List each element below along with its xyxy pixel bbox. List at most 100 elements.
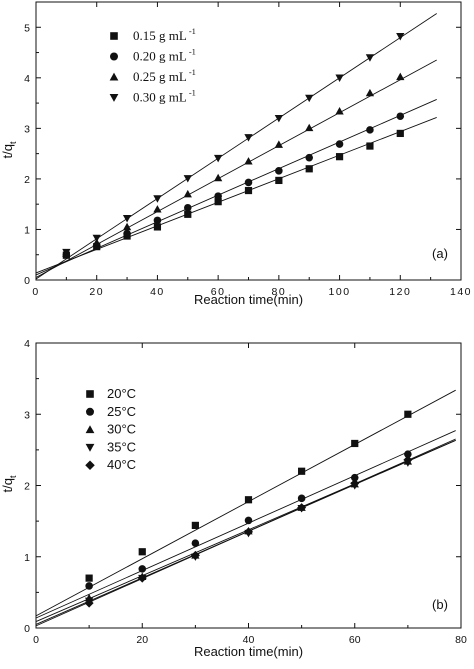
data-point-circle bbox=[244, 516, 253, 525]
panel-b: 0 20 40 60 80 0 1 2 3 4 Reaction time(min) t/qt (b) 2… bbox=[0, 338, 467, 659]
data-point-square bbox=[184, 210, 192, 218]
y-tick-label: 5 bbox=[24, 22, 30, 34]
data-point-triangle-down bbox=[396, 33, 405, 41]
data-point-square bbox=[214, 198, 222, 206]
legend-marker-triangle-up bbox=[85, 425, 95, 434]
y-axis-label: t/qt bbox=[0, 475, 18, 492]
data-point-circle bbox=[335, 140, 344, 148]
data-point-triangle-down bbox=[335, 74, 344, 82]
data-point-diamond bbox=[350, 478, 360, 488]
data-point-square bbox=[85, 574, 93, 582]
data-point-circle bbox=[404, 450, 412, 458]
x-axis-label: Reaction time(min) bbox=[194, 292, 303, 307]
legend-label: 40°C bbox=[107, 457, 136, 472]
legend-label: 25°C bbox=[107, 404, 136, 419]
data-point-diamond bbox=[137, 573, 147, 583]
legend-label: 20°C bbox=[107, 386, 136, 401]
data-point-square bbox=[275, 176, 283, 185]
y-tick-label: 4 bbox=[24, 338, 30, 350]
data-point-triangle-down bbox=[183, 175, 192, 183]
data-point-diamond bbox=[84, 598, 94, 608]
data-point-triangle-up bbox=[244, 157, 253, 165]
data-point-circle bbox=[123, 229, 131, 238]
data-point-triangle-up bbox=[214, 173, 223, 182]
data-point-triangle-up bbox=[183, 189, 192, 198]
data-point-circle bbox=[305, 153, 313, 162]
data-point-triangle-up bbox=[305, 123, 314, 132]
y-tick-label: 1 bbox=[24, 552, 30, 564]
data-point-triangle-up bbox=[274, 140, 283, 148]
data-point-diamond bbox=[244, 527, 253, 537]
fit-line bbox=[35, 430, 456, 619]
x-tick-label: 140 bbox=[450, 286, 472, 298]
x-tick-label: 60 bbox=[349, 634, 361, 646]
legend-marker-triangle-down bbox=[85, 443, 95, 452]
data-point-triangle-down bbox=[214, 154, 223, 163]
panel-label: (b) bbox=[432, 597, 448, 612]
data-point-square bbox=[244, 496, 253, 504]
y-tick-label: 1 bbox=[24, 224, 30, 236]
data-point-circle bbox=[138, 565, 147, 573]
data-point-square bbox=[351, 439, 359, 448]
data-point-circle bbox=[275, 167, 283, 175]
data-point-diamond bbox=[190, 550, 200, 560]
data-point-triangle-down bbox=[365, 54, 375, 62]
x-tick-label: 80 bbox=[455, 634, 467, 646]
data-point-diamond bbox=[403, 455, 413, 465]
x-tick-label: 0 bbox=[33, 634, 39, 646]
data-point-triangle-up bbox=[122, 222, 132, 231]
legend-label: 0.20 g mL -1 bbox=[133, 47, 196, 64]
data-point-triangle-down bbox=[92, 234, 101, 243]
data-point-triangle-down bbox=[244, 134, 253, 142]
x-tick-label: 80 bbox=[272, 286, 287, 298]
data-point-triangle-up bbox=[153, 205, 162, 213]
legend-label: 30°C bbox=[107, 422, 136, 437]
data-point-triangle-down bbox=[274, 114, 283, 123]
data-point-square bbox=[305, 165, 313, 173]
data-point-circle bbox=[350, 473, 359, 482]
y-tick-label: 2 bbox=[24, 481, 30, 493]
data-point-circle bbox=[184, 203, 192, 212]
data-point-circle bbox=[396, 112, 405, 121]
y-tick-label: 0 bbox=[24, 623, 30, 635]
data-point-triangle-up bbox=[396, 72, 405, 81]
data-point-square bbox=[138, 548, 146, 556]
data-point-circle bbox=[153, 216, 162, 225]
data-point-square bbox=[244, 186, 253, 195]
data-point-circle bbox=[297, 494, 306, 503]
y-tick-label: 2 bbox=[24, 174, 30, 186]
y-tick-label: 4 bbox=[24, 73, 30, 85]
y-tick-label: 3 bbox=[24, 409, 30, 421]
data-point-circle bbox=[191, 539, 200, 547]
x-tick-label: 0 bbox=[32, 286, 39, 298]
data-point-square bbox=[298, 467, 306, 475]
y-tick-label: 3 bbox=[24, 123, 30, 135]
data-point-triangle-down bbox=[305, 94, 314, 103]
data-point-square bbox=[335, 153, 344, 161]
x-tick-label: 40 bbox=[243, 634, 255, 646]
legend-marker-triangle-up bbox=[109, 72, 119, 81]
data-point-triangle-up bbox=[365, 88, 375, 97]
legend-label: 0.25 g mL -1 bbox=[133, 67, 196, 84]
panel-b-frame bbox=[35, 342, 462, 629]
legend-marker-square bbox=[86, 390, 94, 398]
x-axis-label: Reaction time(min) bbox=[194, 644, 303, 659]
data-point-circle bbox=[366, 126, 374, 134]
data-point-square bbox=[191, 521, 199, 529]
data-point-circle bbox=[214, 192, 222, 200]
data-point-triangle-up bbox=[335, 107, 344, 115]
data-point-square bbox=[366, 142, 374, 150]
data-point-square bbox=[396, 129, 404, 138]
x-tick-label: 40 bbox=[150, 286, 165, 298]
data-point-circle bbox=[244, 178, 253, 187]
data-point-triangle-down bbox=[153, 195, 162, 203]
panel-a: 0 20 40 60 80 100 120 140 0 1 2 3 4 5 Reaction time(mi… bbox=[0, 1, 472, 307]
x-tick-label: 20 bbox=[89, 286, 104, 298]
legend-marker-circle bbox=[86, 407, 94, 416]
data-point-triangle-down bbox=[62, 248, 71, 257]
x-tick-label: 120 bbox=[389, 286, 411, 298]
legend-label: 35°C bbox=[107, 439, 136, 454]
data-point-circle bbox=[85, 582, 93, 590]
panel-label: (a) bbox=[432, 246, 448, 261]
